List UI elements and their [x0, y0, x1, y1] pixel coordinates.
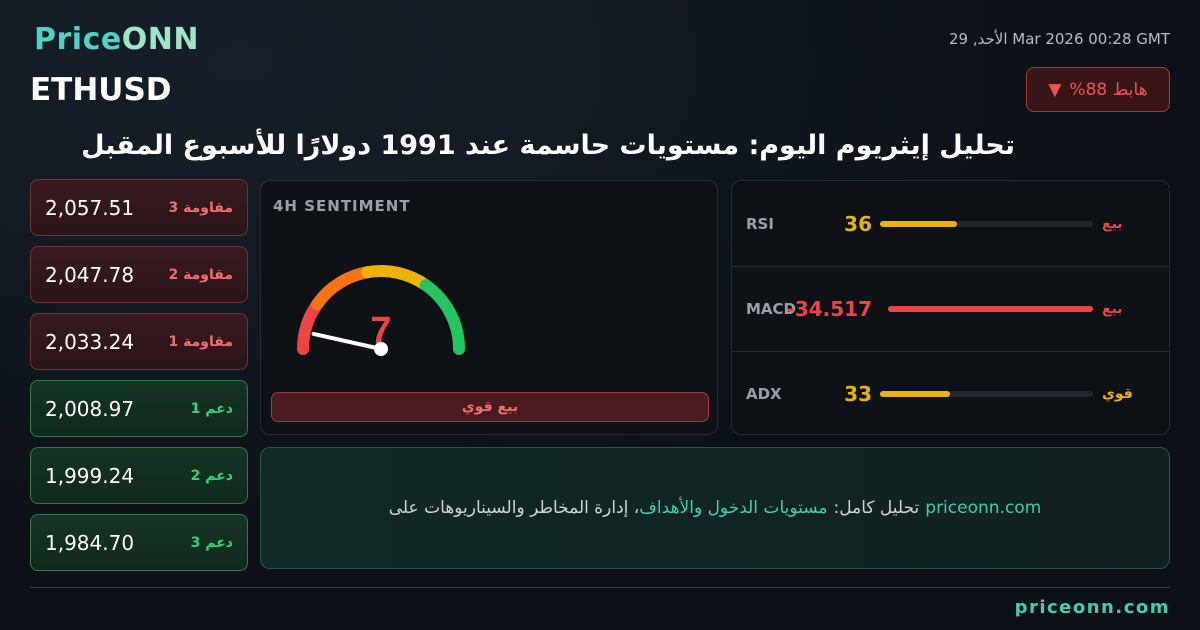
- level-label: مقاومة 3: [168, 199, 234, 216]
- indicator-name: MACD: [746, 300, 796, 318]
- gauge-arc-segment: [297, 298, 324, 355]
- level-label: دعم 1: [190, 400, 233, 417]
- promo-banner[interactable]: priceonn.com تحليل كامل: مستويات الدخول …: [260, 447, 1170, 569]
- footer-divider: [30, 587, 1170, 588]
- datetime: الأحد, 29 Mar 2026 00:28 GMT: [948, 30, 1170, 48]
- logo: PriceONN: [34, 22, 199, 57]
- level-label: دعم 3: [190, 534, 233, 551]
- sentiment-label: بيع قوي: [271, 392, 709, 422]
- sentiment-title: 4H SENTIMENT: [273, 197, 411, 215]
- level-resistance: مقاومة 2 2,047.78: [30, 246, 248, 303]
- level-value: 1,999.24: [45, 463, 135, 488]
- banner-prefix: تحليل كامل:: [833, 498, 920, 518]
- gauge-needle: [311, 331, 383, 351]
- level-value: 2,008.97: [45, 396, 135, 421]
- gauge-arc-segment: [361, 265, 432, 292]
- level-value: 2,047.78: [45, 262, 135, 287]
- logo-main: Price: [34, 22, 122, 57]
- level-value: 2,057.51: [45, 195, 135, 220]
- indicator-value: 36: [844, 211, 872, 236]
- banner-highlight: مستويات الدخول والأهداف: [639, 498, 828, 518]
- level-label: دعم 2: [190, 467, 233, 484]
- indicators-panel: RSI 36 بيع MACD -34.517 بيع ADX 33 قوي: [731, 180, 1170, 435]
- level-support: دعم 1 2,008.97: [30, 380, 248, 437]
- indicator-row-macd: MACD -34.517 بيع: [732, 266, 1170, 351]
- level-label: مقاومة 1: [168, 333, 234, 350]
- indicator-signal: بيع: [1102, 215, 1123, 232]
- indicator-row-adx: ADX 33 قوي: [732, 351, 1170, 436]
- sentiment-gauge: 7: [297, 265, 465, 356]
- footer-site[interactable]: priceonn.com: [1014, 597, 1170, 618]
- indicator-signal: قوي: [1102, 386, 1133, 402]
- level-support: دعم 2 1,999.24: [30, 447, 248, 504]
- indicator-bar: [880, 391, 1093, 397]
- level-resistance: مقاومة 1 2,033.24: [30, 313, 248, 370]
- indicator-bar: [888, 306, 1093, 312]
- gauge-arc-segment: [311, 266, 374, 311]
- level-support: دعم 3 1,984.70: [30, 514, 248, 571]
- indicator-name: RSI: [746, 214, 774, 233]
- indicator-row-rsi: RSI 36 بيع: [732, 181, 1170, 266]
- indicator-bar-fill: [888, 306, 1093, 312]
- triangle-down-icon: ▼: [1048, 79, 1062, 100]
- gauge-arc-segment: [419, 279, 465, 355]
- level-label: مقاومة 2: [168, 266, 234, 283]
- indicator-bar-fill: [880, 391, 951, 397]
- level-value: 1,984.70: [45, 530, 135, 555]
- banner-suffix: ، إدارة المخاطر والسيناريوهات على: [388, 498, 640, 518]
- trend-badge: ▼ %هابط 88: [1026, 67, 1170, 112]
- sentiment-panel: 4H SENTIMENT 7 بيع قوي: [260, 180, 718, 435]
- level-resistance: مقاومة 3 2,057.51: [30, 179, 248, 236]
- indicator-value: -34.517: [786, 297, 872, 321]
- banner-site-link[interactable]: priceonn.com: [925, 498, 1042, 518]
- indicator-name: ADX: [746, 385, 782, 403]
- symbol: ETHUSD: [30, 72, 172, 108]
- level-value: 2,033.24: [45, 329, 135, 354]
- indicator-value: 33: [844, 382, 872, 406]
- trend-badge-text: %هابط 88: [1069, 79, 1148, 100]
- indicator-signal: بيع: [1102, 301, 1123, 317]
- indicator-bar-fill: [880, 220, 957, 227]
- gauge-value: 7: [370, 310, 391, 352]
- logo-accent: ONN: [121, 22, 199, 57]
- page-title: تحليل إيثريوم اليوم: مستويات حاسمة عند 1…: [81, 130, 1015, 161]
- indicator-bar: [880, 220, 1093, 227]
- gauge-hub: [374, 342, 388, 356]
